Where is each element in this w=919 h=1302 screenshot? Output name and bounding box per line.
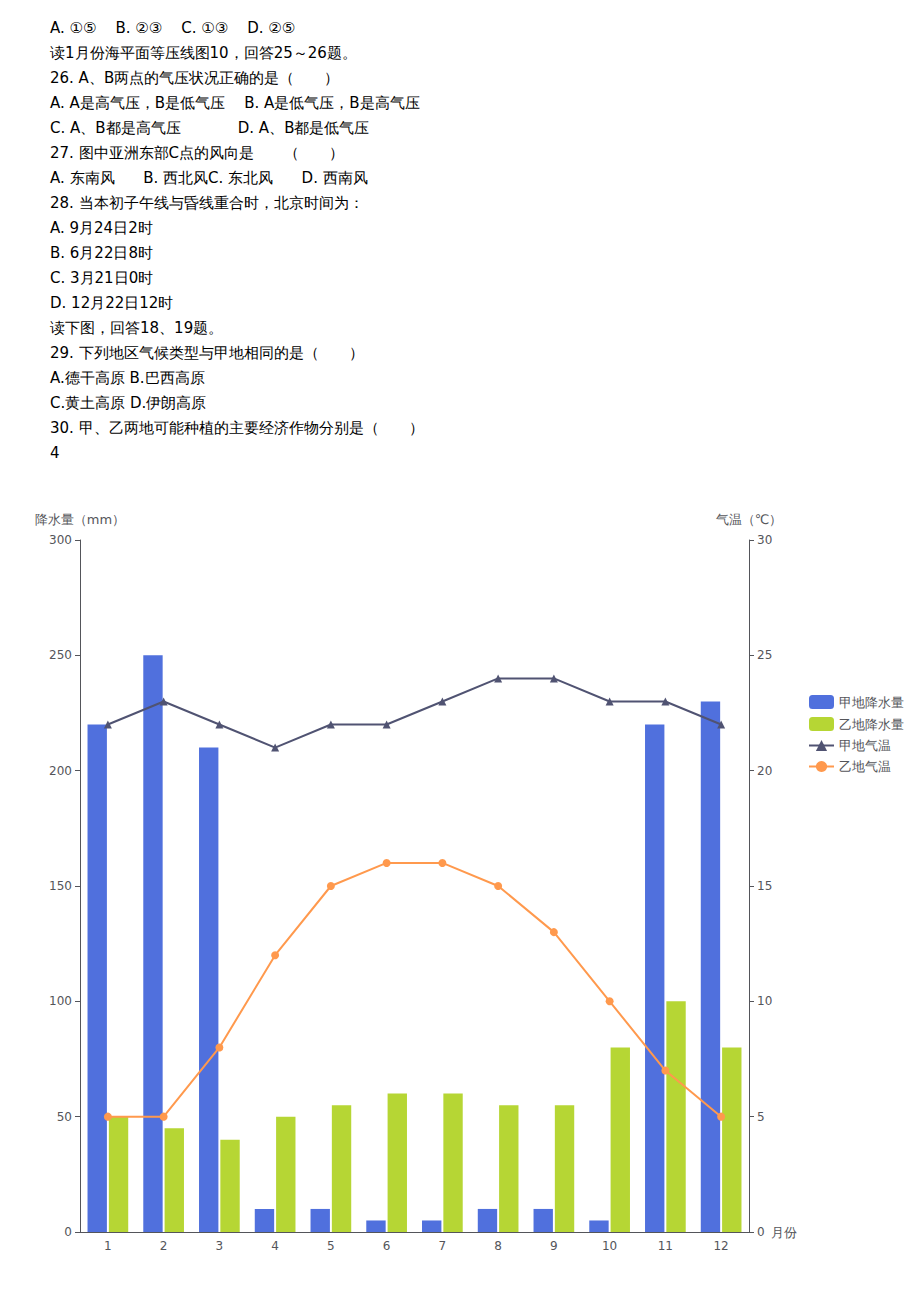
svg-text:8: 8 [494, 1239, 502, 1253]
svg-text:1: 1 [104, 1239, 112, 1253]
svg-text:11: 11 [658, 1239, 673, 1253]
svg-text:28. 当本初子午线与昏线重合时，北京时间为：: 28. 当本初子午线与昏线重合时，北京时间为： [50, 194, 364, 212]
svg-text:C.黄土高原 D.伊朗高原: C.黄土高原 D.伊朗高原 [50, 394, 206, 412]
svg-text:3: 3 [216, 1239, 224, 1253]
svg-text:26. A、B两点的气压状况正确的是（ ）: 26. A、B两点的气压状况正确的是（ ） [50, 69, 339, 87]
svg-text:乙地气温: 乙地气温 [839, 759, 891, 774]
svg-text:10: 10 [757, 994, 772, 1008]
svg-text:月份: 月份 [771, 1225, 797, 1240]
svg-text:降水量（mm）: 降水量（mm） [35, 512, 125, 527]
svg-text:读下图，回答18、19题。: 读下图，回答18、19题。 [50, 319, 223, 337]
svg-text:A. A是高气压，B是低气压 B. A是低气压，B是高: A. A是高气压，B是低气压 B. A是低气压，B是高气压 [50, 94, 420, 112]
svg-text:C. A、B都是高气压 D. A、B都: C. A、B都是高气压 D. A、B都是低气压 [50, 119, 369, 137]
svg-text:5: 5 [757, 1110, 765, 1124]
svg-text:12: 12 [713, 1239, 728, 1253]
svg-text:25: 25 [757, 648, 772, 662]
svg-text:50: 50 [57, 1110, 72, 1124]
svg-text:150: 150 [49, 879, 72, 893]
svg-text:7: 7 [439, 1239, 447, 1253]
svg-text:A.德干高原 B.巴西高原: A.德干高原 B.巴西高原 [50, 369, 205, 387]
svg-text:A. 9月24日2时: A. 9月24日2时 [50, 219, 153, 237]
svg-text:A. 东南风 B. 西北风C. 东北风: A. 东南风 B. 西北风C. 东北风 D. 西南风 [50, 169, 368, 187]
svg-text:4: 4 [271, 1239, 279, 1253]
svg-text:0: 0 [757, 1225, 765, 1239]
svg-text:0: 0 [64, 1225, 72, 1239]
svg-text:300: 300 [49, 533, 72, 547]
svg-text:10: 10 [602, 1239, 617, 1253]
svg-text:100: 100 [49, 994, 72, 1008]
svg-text:20: 20 [757, 764, 772, 778]
svg-text:甲地降水量: 甲地降水量 [839, 695, 904, 710]
svg-text:9: 9 [550, 1239, 558, 1253]
svg-text:30. 甲、乙两地可能种植的主要经济作物分别是（ ）: 30. 甲、乙两地可能种植的主要经济作物分别是（ ） [50, 419, 424, 437]
svg-text:A. ①⑤ B. ②③ C. ①③ D.: A. ①⑤ B. ②③ C. ①③ D. ②⑤ [50, 19, 295, 37]
svg-text:200: 200 [49, 764, 72, 778]
svg-text:15: 15 [757, 879, 772, 893]
svg-text:2: 2 [160, 1239, 168, 1253]
svg-text:读1月份海平面等压线图10，回答25～26题。: 读1月份海平面等压线图10，回答25～26题。 [50, 44, 357, 62]
svg-text:D. 12月22日12时: D. 12月22日12时 [50, 294, 173, 312]
svg-text:4: 4 [50, 444, 60, 462]
svg-text:5: 5 [327, 1239, 335, 1253]
svg-text:250: 250 [49, 648, 72, 662]
svg-text:B. 6月22日8时: B. 6月22日8时 [50, 244, 153, 262]
svg-text:乙地降水量: 乙地降水量 [839, 717, 904, 732]
svg-text:30: 30 [757, 533, 772, 547]
svg-text:C. 3月21日0时: C. 3月21日0时 [50, 269, 153, 287]
svg-text:6: 6 [383, 1239, 391, 1253]
svg-text:甲地气温: 甲地气温 [839, 738, 891, 753]
svg-text:气温（℃）: 气温（℃） [716, 512, 783, 527]
svg-text:27. 图中亚洲东部C点的风向是 （ ）: 27. 图中亚洲东部C点的风向是 （ ） [50, 144, 344, 162]
svg-text:29. 下列地区气候类型与甲地相同的是（ ）: 29. 下列地区气候类型与甲地相同的是（ ） [50, 344, 364, 362]
